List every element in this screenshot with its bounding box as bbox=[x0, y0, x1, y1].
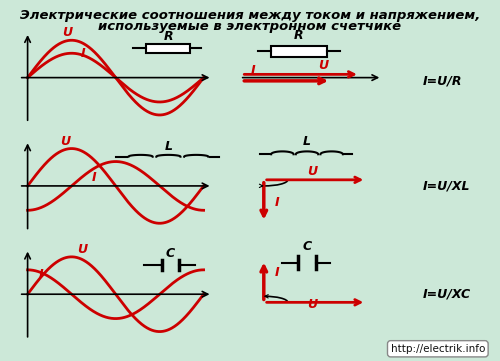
Text: U: U bbox=[60, 135, 70, 148]
Text: C: C bbox=[166, 247, 175, 260]
Bar bbox=[146, 44, 190, 53]
Text: http://electrik.info: http://electrik.info bbox=[390, 344, 485, 354]
Text: I=U/R: I=U/R bbox=[422, 75, 462, 88]
Text: C: C bbox=[302, 240, 312, 253]
Text: I: I bbox=[92, 171, 96, 184]
Text: используемые в электронном счетчике: используемые в электронном счетчике bbox=[98, 20, 402, 33]
Bar bbox=[271, 45, 327, 57]
Text: U: U bbox=[62, 26, 72, 39]
Text: L: L bbox=[164, 140, 172, 153]
Text: U: U bbox=[307, 299, 317, 312]
Text: U: U bbox=[78, 243, 88, 256]
Text: U: U bbox=[307, 165, 317, 178]
Text: I=U/XC: I=U/XC bbox=[422, 288, 470, 301]
Text: I: I bbox=[251, 64, 256, 77]
Text: I: I bbox=[38, 268, 43, 281]
Text: U: U bbox=[318, 60, 328, 73]
Text: I=U/XL: I=U/XL bbox=[422, 179, 470, 192]
Text: R: R bbox=[294, 30, 304, 43]
Text: R: R bbox=[164, 30, 173, 43]
Text: L: L bbox=[303, 135, 311, 148]
Text: Электрические соотношения между током и напряжением,: Электрические соотношения между током и … bbox=[20, 9, 480, 22]
Text: I: I bbox=[80, 47, 85, 60]
Text: I: I bbox=[275, 266, 280, 279]
Text: I: I bbox=[275, 196, 280, 209]
